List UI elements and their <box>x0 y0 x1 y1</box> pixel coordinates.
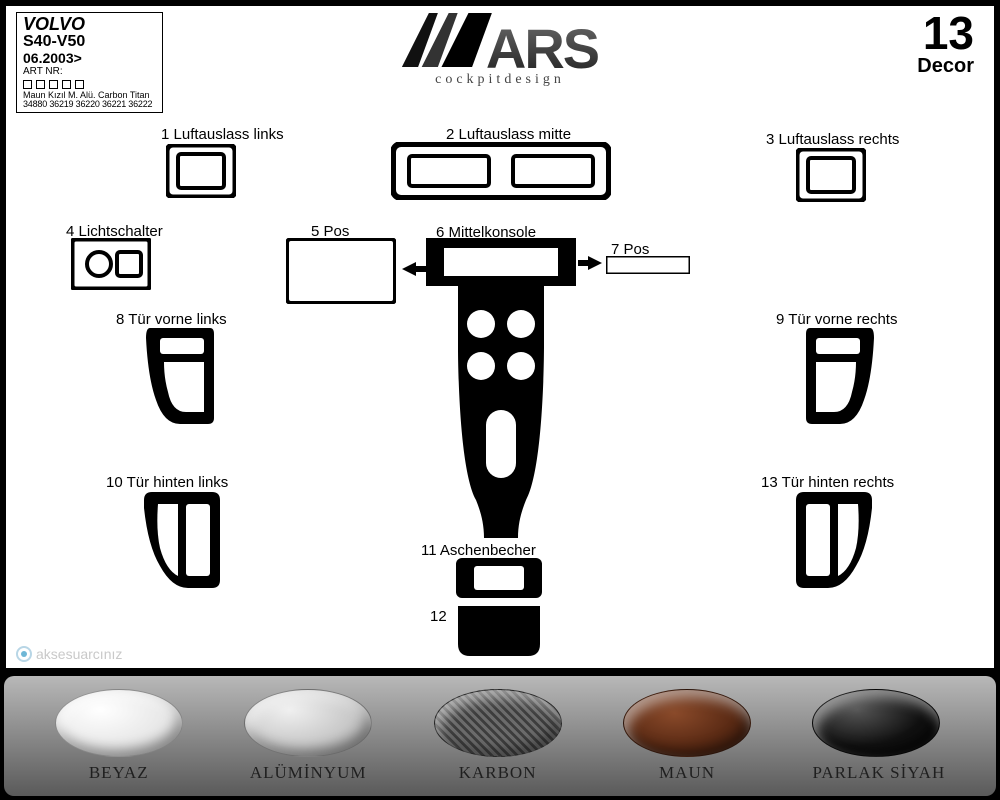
label-11: 11 Aschenbecher <box>421 542 536 559</box>
swatch-oval <box>812 689 940 757</box>
part-11 <box>456 558 542 598</box>
material-codes: 34880 36219 36220 36221 36222 <box>23 100 152 109</box>
part-2 <box>391 142 611 200</box>
arrow-7-icon <box>578 256 602 270</box>
decor-number: 13 <box>917 10 974 56</box>
part-9 <box>806 328 874 424</box>
swatch-oval <box>623 689 751 757</box>
swatch-label: MAUN <box>623 763 751 783</box>
date-label: 06.2003> <box>23 51 152 66</box>
label-1: 1 Luftauslass links <box>161 126 284 143</box>
swatch-parlak-siyah: PARLAK SİYAH <box>812 689 945 783</box>
watermark: aksesuarcınız <box>16 646 122 662</box>
part-1 <box>166 144 236 198</box>
part-8 <box>146 328 214 424</box>
swatch-bar: BEYAZ ALÜMİNYUM KARBON MAUN PARLAK SİYAH <box>4 676 996 796</box>
label-2: 2 Luftauslass mitte <box>446 126 571 143</box>
swatch-oval <box>55 689 183 757</box>
label-6: 6 Mittelkonsole <box>436 224 536 241</box>
swatch-oval <box>434 689 562 757</box>
swatch-maun: MAUN <box>623 689 751 783</box>
artnr-label: ART NR: <box>23 67 152 78</box>
brand-label: VOLVO <box>23 15 152 34</box>
swatch-label: BEYAZ <box>55 763 183 783</box>
label-7: 7 Pos <box>611 241 649 258</box>
arrow-5-icon <box>402 262 426 276</box>
swatch-label: ALÜMİNYUM <box>244 763 372 783</box>
material-checkboxes <box>23 80 152 89</box>
part-5 <box>286 238 396 304</box>
part-4 <box>71 238 151 290</box>
logo-text: ARS <box>486 21 598 77</box>
part-7 <box>606 256 690 274</box>
part-3 <box>796 148 866 202</box>
label-3: 3 Luftauslass rechts <box>766 131 899 148</box>
decor-label: Decor <box>917 56 974 76</box>
part-13 <box>796 492 872 588</box>
logo-m-icon <box>402 12 492 68</box>
part-6 <box>426 238 576 538</box>
mars-logo: ARS cockpitdesign <box>402 12 598 87</box>
label-8: 8 Tür vorne links <box>116 311 227 328</box>
part-12 <box>458 606 540 656</box>
swatch-label: KARBON <box>434 763 562 783</box>
swatch-karbon: KARBON <box>434 689 562 783</box>
part-10 <box>144 492 220 588</box>
swatch-oval <box>244 689 372 757</box>
swatch-label: PARLAK SİYAH <box>812 763 945 783</box>
watermark-icon <box>16 646 32 662</box>
diagram-panel: VOLVO S40-V50 06.2003> ART NR: Maun Kızı… <box>4 4 996 670</box>
label-4: 4 Lichtschalter <box>66 223 163 240</box>
swatch-beyaz: BEYAZ <box>55 689 183 783</box>
label-9: 9 Tür vorne rechts <box>776 311 897 328</box>
watermark-text: aksesuarcınız <box>36 646 122 662</box>
label-5: 5 Pos <box>311 223 349 240</box>
vehicle-info-box: VOLVO S40-V50 06.2003> ART NR: Maun Kızı… <box>16 12 163 113</box>
decor-count: 13 Decor <box>917 10 974 76</box>
label-12: 12 <box>430 608 447 625</box>
label-10: 10 Tür hinten links <box>106 474 228 491</box>
model-label: S40-V50 <box>23 34 152 51</box>
swatch-aluminyum: ALÜMİNYUM <box>244 689 372 783</box>
label-13: 13 Tür hinten rechts <box>761 474 894 491</box>
